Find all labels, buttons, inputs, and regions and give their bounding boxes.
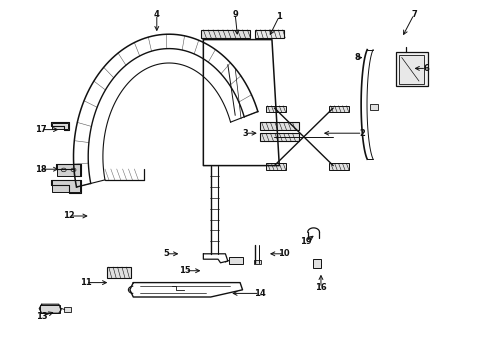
Bar (260, 122, 299, 130)
Bar (370, 104, 378, 110)
Text: 4: 4 (154, 10, 160, 19)
Text: 14: 14 (254, 289, 266, 298)
Text: 5: 5 (164, 249, 170, 258)
Bar (399, 55, 424, 84)
Bar (52, 123, 68, 129)
Text: 8: 8 (355, 53, 361, 62)
Bar (266, 163, 286, 170)
Bar (201, 30, 250, 38)
Bar (329, 106, 349, 112)
Bar (396, 52, 428, 86)
Text: 13: 13 (36, 311, 48, 320)
Bar (57, 164, 80, 176)
Bar (260, 133, 299, 141)
Text: 18: 18 (35, 165, 47, 174)
Bar (329, 163, 349, 170)
Bar (313, 259, 321, 268)
Bar (107, 267, 131, 278)
Text: 7: 7 (411, 10, 417, 19)
Bar (64, 307, 71, 312)
Text: 15: 15 (179, 266, 191, 275)
Text: 16: 16 (315, 284, 327, 292)
Text: 17: 17 (35, 125, 47, 134)
Text: 3: 3 (242, 129, 248, 138)
Text: 19: 19 (300, 237, 312, 246)
Text: 1: 1 (276, 12, 282, 21)
Bar (40, 305, 60, 313)
Text: 2: 2 (360, 129, 366, 138)
Text: 10: 10 (278, 249, 290, 258)
Text: 9: 9 (232, 10, 238, 19)
Bar (255, 30, 284, 38)
Bar (229, 257, 243, 264)
Text: 6: 6 (423, 64, 429, 73)
Bar (266, 106, 286, 112)
Text: 11: 11 (80, 278, 92, 287)
Bar (254, 260, 261, 264)
Text: 12: 12 (63, 211, 74, 220)
Bar (52, 180, 80, 192)
